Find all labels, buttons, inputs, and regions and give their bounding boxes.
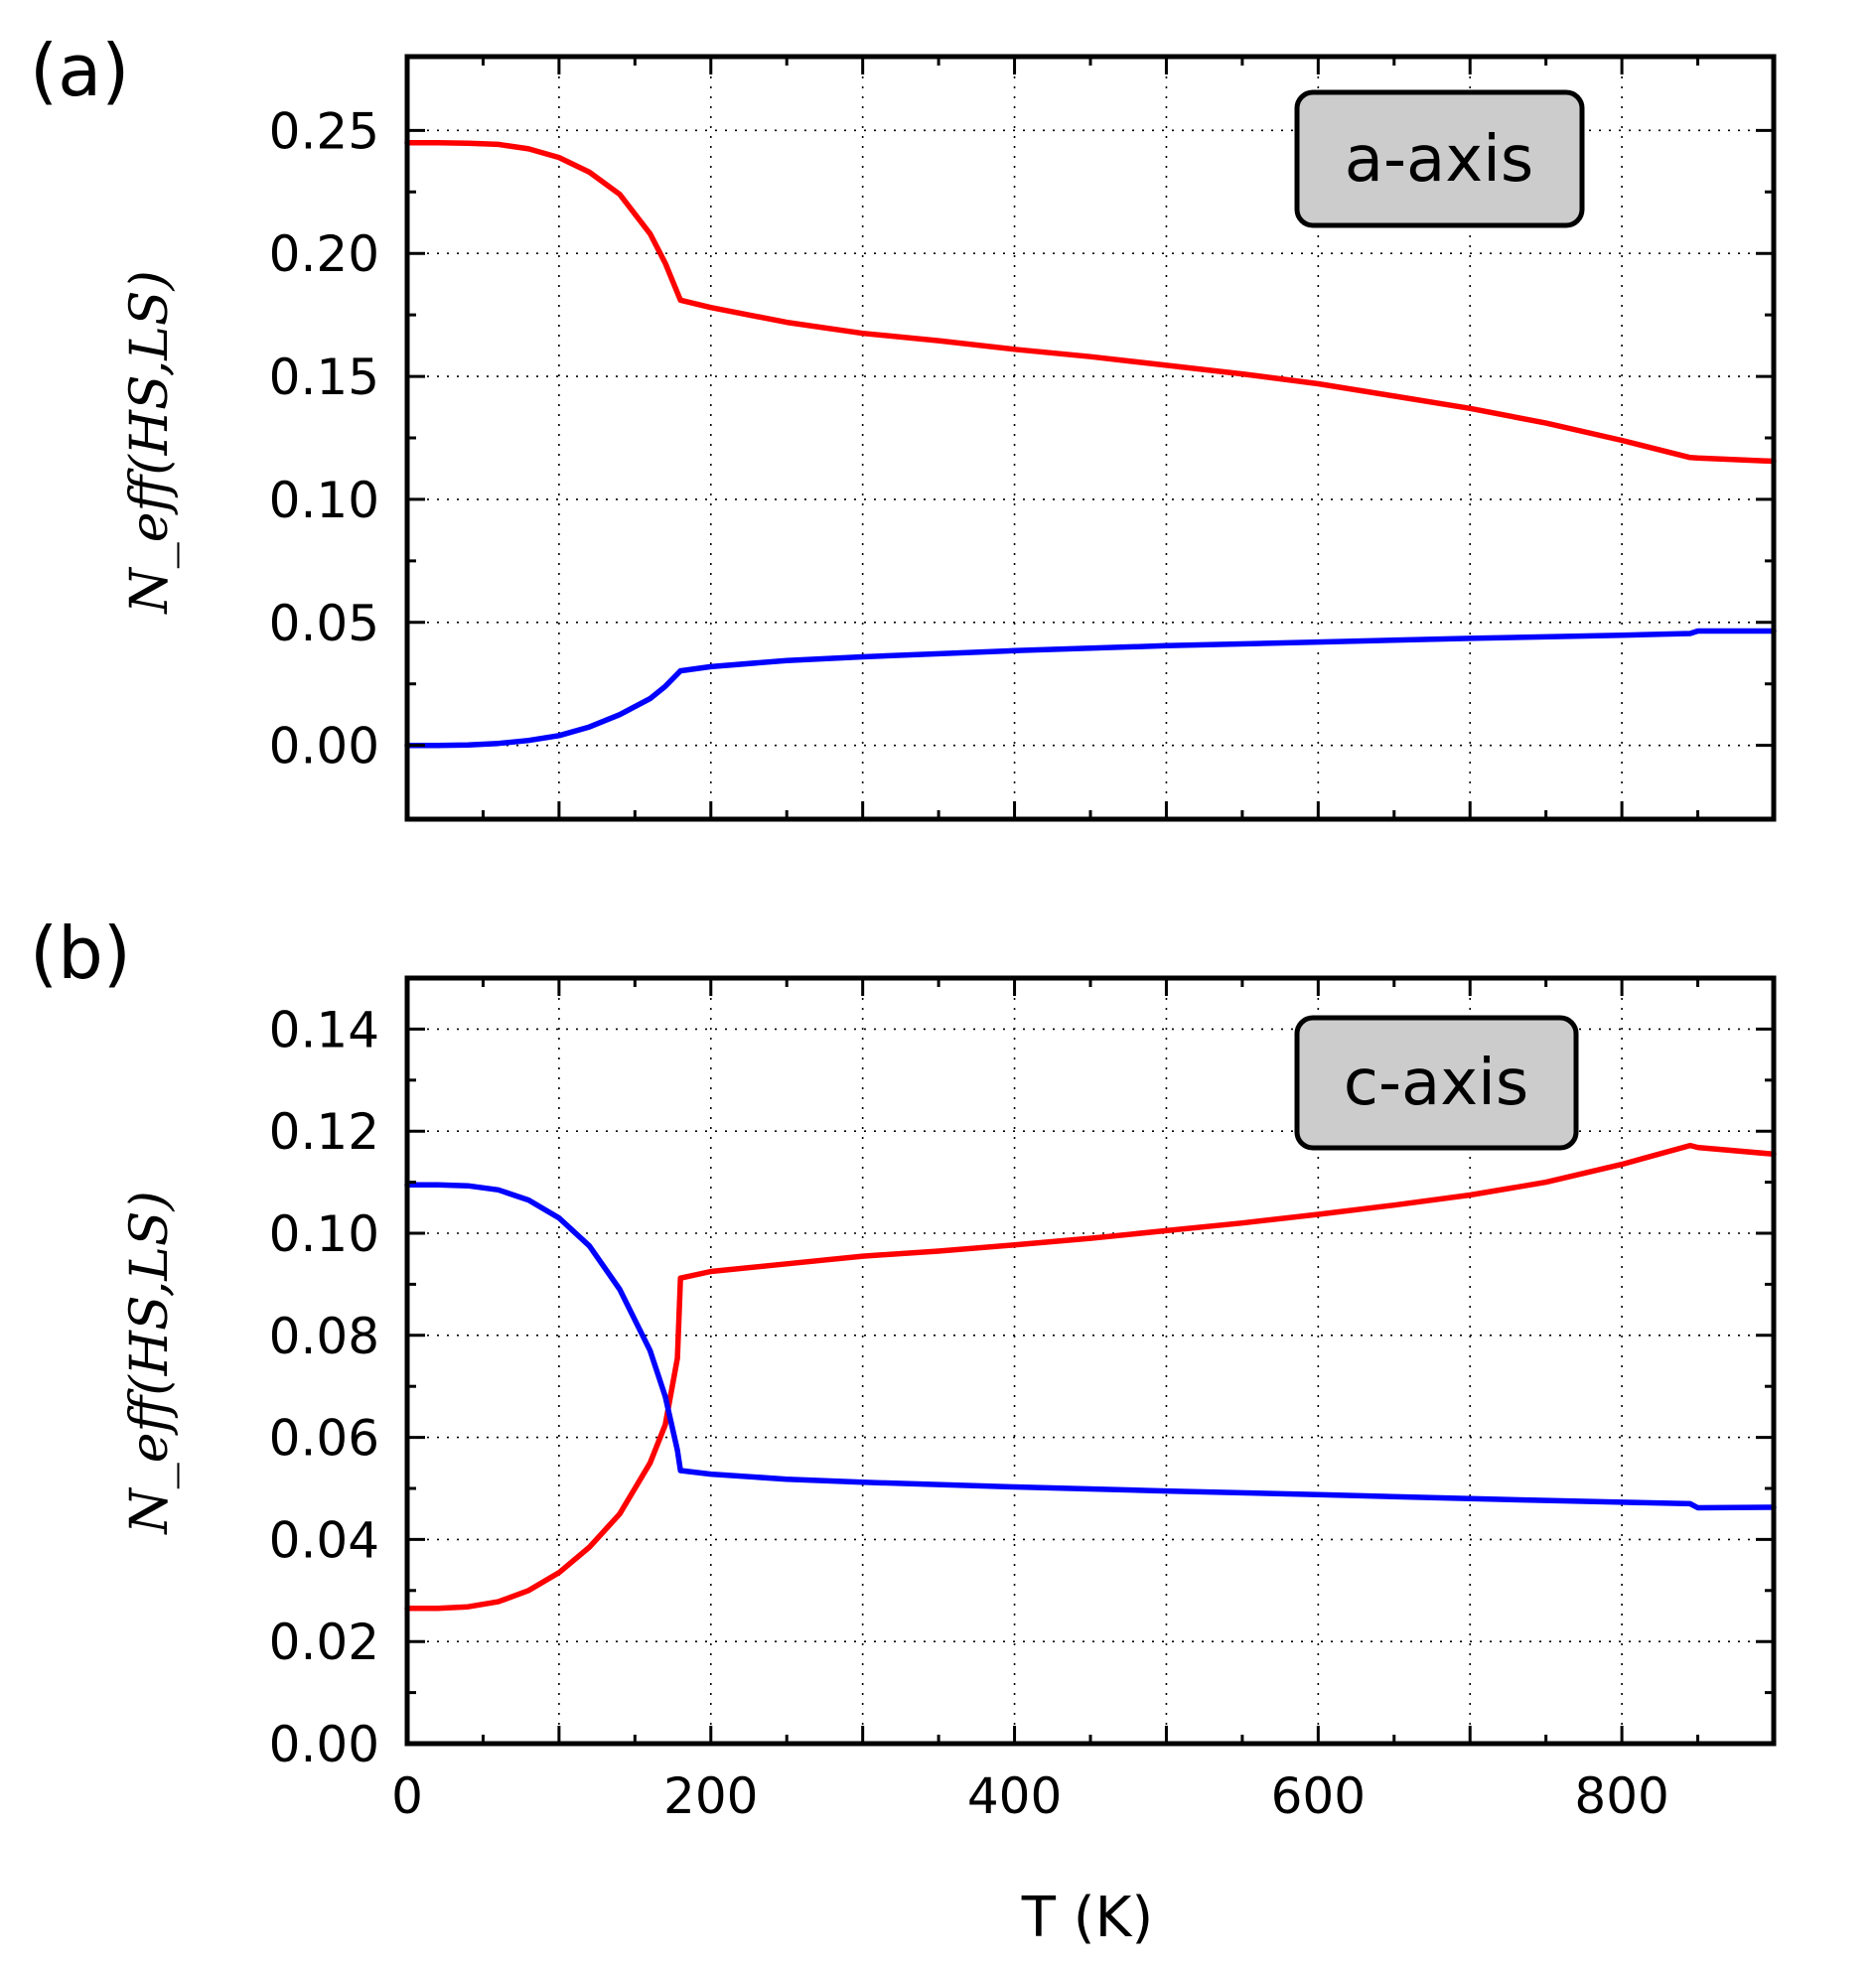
panel-b-xtick-label: 200 xyxy=(663,1767,758,1825)
panel-b-label: (b) xyxy=(30,912,131,995)
panel-b-xtick-label: 400 xyxy=(967,1767,1062,1825)
panel-a-annotation-text: a-axis xyxy=(1345,123,1534,197)
panel-a-ytick-label: 0.15 xyxy=(269,349,379,406)
panel-a-ytick-label: 0.05 xyxy=(269,595,379,652)
panel-a-ytick-label: 0.20 xyxy=(269,225,379,283)
panel-a-ytick-label: 0.10 xyxy=(269,472,379,529)
panel-a-series-red-line xyxy=(404,139,1777,465)
panel-b-ytick-label: 0.04 xyxy=(269,1511,379,1569)
panel-a-grid xyxy=(407,57,1774,819)
panel-b-annotation-box: c-axis xyxy=(1294,1015,1579,1151)
panel-b-series-red-line xyxy=(404,1142,1777,1612)
panel-b-xtick-label: 600 xyxy=(1271,1767,1366,1825)
panel-b-annotation-background xyxy=(1294,1015,1579,1151)
panel-a: (a) 0.00 0.05 0.10 0.15 0.20 0.25 a-axis N_ef… xyxy=(30,29,1777,822)
panel-b-xtick-label: 800 xyxy=(1574,1767,1668,1825)
panel-a-label: (a) xyxy=(30,29,129,112)
panel-a-ytick-label: 0.00 xyxy=(269,718,379,775)
panel-a-yticklabels: 0.00 0.05 0.10 0.15 0.20 0.25 xyxy=(269,102,379,774)
panel-b: (b) 0.00 0.02 0.04 0.06 0.08 0.10 0.12 0.14 0 20… xyxy=(30,912,1777,1950)
panel-b-ticks xyxy=(405,978,1776,1746)
panel-b-ytick-label: 0.14 xyxy=(269,1001,379,1058)
panel-b-ylabel: N_eff(HS,LS) xyxy=(120,1191,180,1536)
panel-b-ytick-label: 0.06 xyxy=(269,1410,379,1468)
panel-b-xticklabels: 0 200 400 600 800 xyxy=(391,1767,1669,1825)
panel-a-ticks xyxy=(405,57,1776,819)
panel-b-ytick-label: 0.12 xyxy=(269,1103,379,1161)
panel-b-ytick-label: 0.02 xyxy=(269,1614,379,1671)
panel-a-series-blue-line xyxy=(404,628,1777,749)
panel-b-yticklabels: 0.00 0.02 0.04 0.06 0.08 0.10 0.12 0.14 xyxy=(269,1001,379,1773)
panel-a-ylabel: N_eff(HS,LS) xyxy=(120,270,180,616)
panel-a-series xyxy=(404,139,1777,749)
panel-b-series xyxy=(404,1142,1777,1612)
panel-b-ytick-label: 0.00 xyxy=(269,1716,379,1773)
panel-b-ytick-label: 0.08 xyxy=(269,1308,379,1365)
panel-a-annotation-box: a-axis xyxy=(1294,89,1585,228)
panel-b-ytick-label: 0.10 xyxy=(269,1205,379,1263)
panel-a-ytick-label: 0.25 xyxy=(269,102,379,160)
x-axis-label: T (K) xyxy=(1021,1886,1153,1950)
panel-b-xtick-label: 0 xyxy=(391,1767,423,1825)
panel-b-annotation-text: c-axis xyxy=(1344,1047,1529,1120)
panel-a-annotation-background xyxy=(1294,89,1585,228)
panel-b-series-blue-line xyxy=(404,1182,1777,1511)
